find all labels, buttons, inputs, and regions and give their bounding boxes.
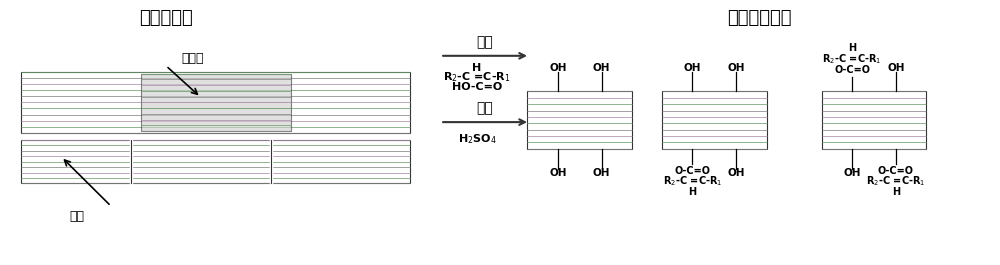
Text: OH: OH	[593, 63, 610, 73]
Bar	[822, 91, 926, 149]
Bar	[21, 72, 410, 133]
Text: R$_2$-C =C-R$_1$: R$_2$-C =C-R$_1$	[822, 52, 882, 66]
Text: 酯化: 酯化	[477, 101, 493, 115]
Text: HO-C=O: HO-C=O	[452, 82, 502, 92]
Bar	[141, 74, 291, 131]
Text: 微晶纤维素: 微晶纤维素	[139, 9, 193, 27]
Text: H: H	[848, 43, 856, 53]
Text: R$_2$-C =C-R$_1$: R$_2$-C =C-R$_1$	[663, 175, 722, 188]
Text: H$_2$SO$_4$: H$_2$SO$_4$	[458, 132, 496, 146]
Bar	[21, 140, 410, 183]
Text: OH: OH	[684, 63, 701, 73]
Text: H: H	[688, 187, 697, 197]
Text: OH: OH	[728, 167, 745, 178]
Text: 纤维素纳米晶: 纤维素纳米晶	[727, 9, 792, 27]
Text: O-C=O: O-C=O	[878, 166, 914, 176]
Text: R$_2$-C =C-R$_1$: R$_2$-C =C-R$_1$	[866, 175, 926, 188]
Text: OH: OH	[843, 167, 861, 178]
Text: O-C=O: O-C=O	[834, 65, 870, 75]
Text: R$_2$-C =C-R$_1$: R$_2$-C =C-R$_1$	[443, 71, 511, 85]
Text: 酸解: 酸解	[477, 35, 493, 49]
Text: H: H	[472, 63, 482, 73]
Text: OH: OH	[887, 63, 905, 73]
Bar	[527, 91, 632, 149]
Bar	[662, 91, 767, 149]
Text: OH: OH	[549, 63, 567, 73]
Text: 晶区: 晶区	[69, 210, 84, 223]
Text: H: H	[892, 187, 900, 197]
Text: OH: OH	[728, 63, 745, 73]
Text: OH: OH	[549, 167, 567, 178]
Text: 非晶区: 非晶区	[181, 52, 203, 65]
Text: OH: OH	[593, 167, 610, 178]
Text: O-C=O: O-C=O	[674, 166, 710, 176]
